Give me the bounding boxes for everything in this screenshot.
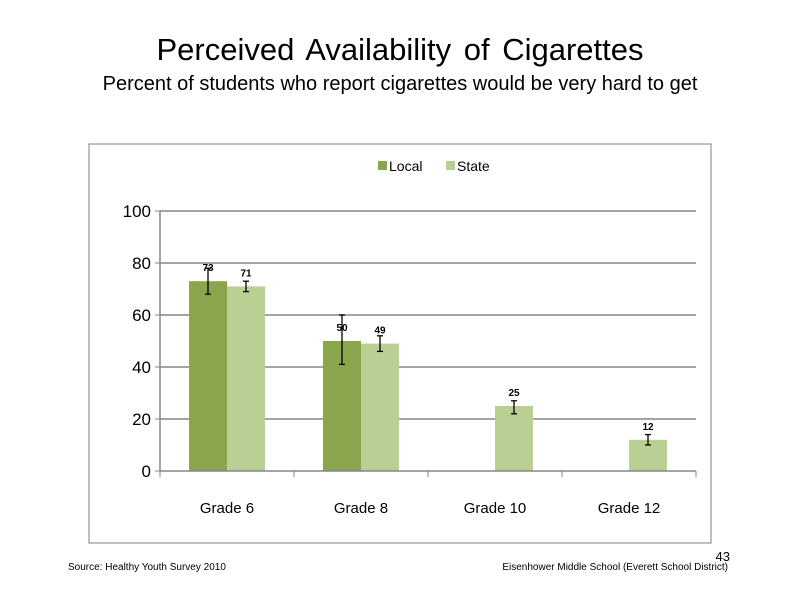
y-tick-label: 60 [132, 306, 151, 325]
page-number: 43 [715, 549, 730, 564]
footer-school: Eisenhower Middle School (Everett School… [502, 562, 728, 573]
y-tick-label: 100 [123, 202, 151, 221]
legend-label-local: Local [389, 158, 422, 174]
bar-state-grade-8 [361, 343, 399, 471]
y-tick-label: 0 [142, 462, 151, 481]
chart-subtitle: Percent of students who report cigarette… [102, 73, 698, 95]
legend-swatch-local [378, 161, 387, 170]
bar-state-grade-6 [227, 286, 265, 471]
y-tick-label: 20 [132, 410, 151, 429]
labels: 0 20 40 60 80 100 73 71 Grade 6 50 49 Grade 8 25 Grad… [123, 202, 661, 517]
axes [155, 210, 697, 477]
y-tick-label: 80 [132, 254, 151, 273]
chart-title: Perceived Availability of Cigarettes [156, 32, 644, 67]
data-label: 50 [336, 323, 348, 334]
bars [189, 267, 667, 471]
source-note: Source: Healthy Youth Survey 2010 [68, 562, 226, 573]
bar-state-grade-10 [495, 406, 533, 471]
chart-frame [88, 143, 712, 544]
x-tick-label: Grade 8 [334, 500, 388, 517]
data-label: 12 [642, 422, 654, 433]
y-tick-label: 40 [132, 358, 151, 377]
x-tick-label: Grade 10 [464, 500, 527, 517]
x-tick-label: Grade 12 [598, 500, 661, 517]
data-label: 25 [508, 388, 520, 399]
data-label: 71 [240, 268, 252, 279]
legend-label-state: State [457, 158, 490, 174]
x-tick-label: Grade 6 [200, 500, 254, 517]
bar-local-grade-6 [189, 281, 227, 471]
data-label: 73 [202, 263, 214, 274]
legend: Local State [378, 158, 490, 174]
data-label: 49 [374, 326, 386, 337]
legend-swatch-state [446, 161, 455, 170]
